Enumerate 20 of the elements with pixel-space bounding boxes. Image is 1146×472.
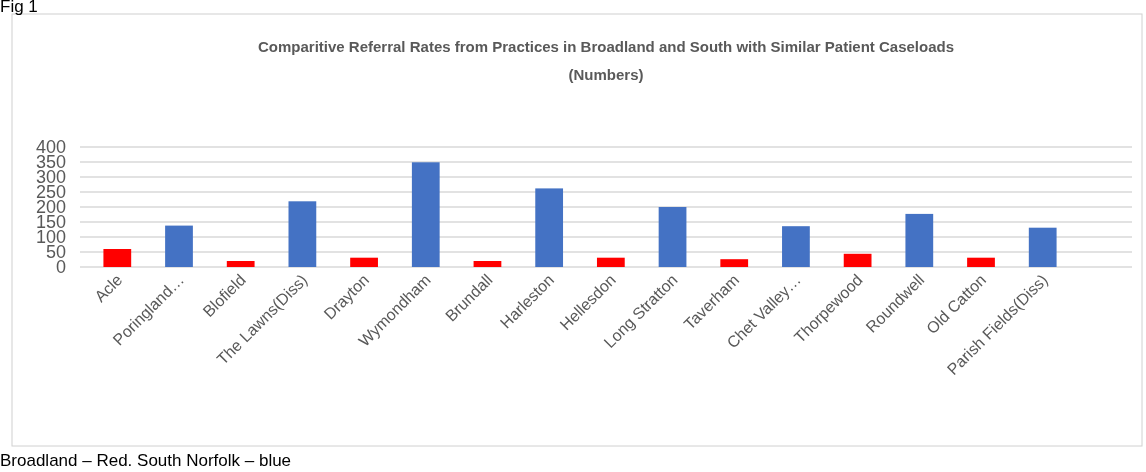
bar [165,225,193,267]
chart-subtitle: (Numbers) [568,66,644,83]
bar [658,207,687,267]
text: Broadland – Red. South Norfolk – blue [0,451,292,470]
bar [1028,227,1057,267]
bar [473,261,502,267]
bar [967,257,995,267]
caption: Fig 1 [0,0,38,16]
bar [350,257,378,267]
bar [843,253,872,267]
chart-title: Comparitive Referral Rates from Practices in Broadland and South with Similar Patient Caseloads [257,38,955,55]
bar [782,226,810,267]
bar [103,249,132,267]
bar [720,259,749,267]
bar [596,257,625,267]
bar [288,201,317,267]
bar [411,162,440,267]
bar [905,213,934,267]
bar [226,261,255,267]
bar [535,188,564,267]
